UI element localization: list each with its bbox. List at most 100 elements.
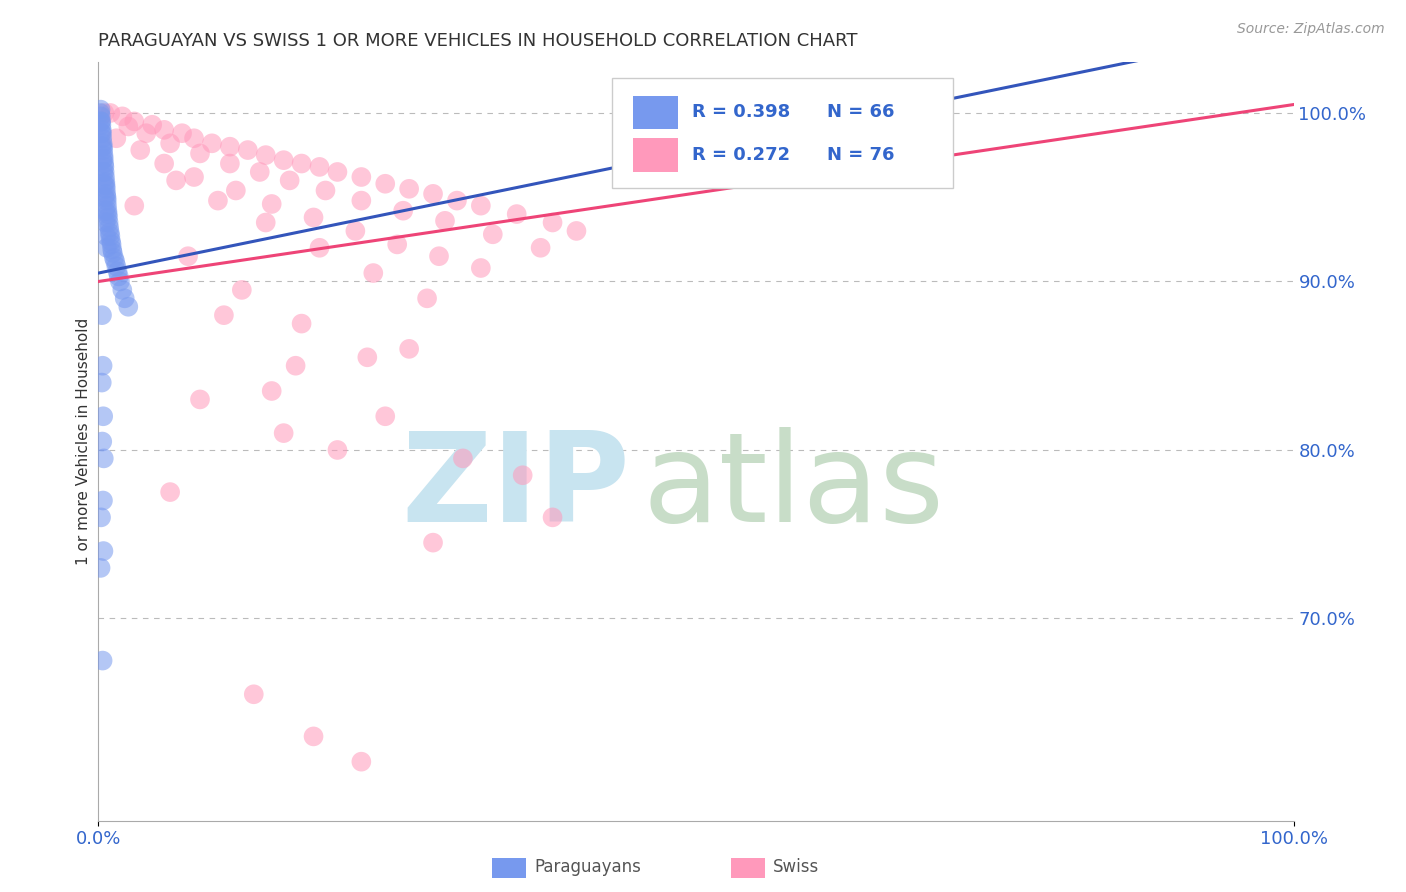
Point: [225, 184, 247, 198]
Text: R = 0.272: R = 0.272: [692, 146, 790, 164]
Text: N = 76: N = 76: [827, 146, 896, 164]
Point: [308, 241, 330, 255]
Point: [93, 160, 115, 174]
Point: [291, 317, 314, 331]
Point: [107, 269, 129, 284]
Point: [254, 215, 277, 229]
Point: [315, 184, 337, 198]
Text: Paraguayans: Paraguayans: [534, 858, 641, 876]
Point: [105, 131, 128, 145]
Point: [565, 224, 588, 238]
Text: ZIP: ZIP: [402, 426, 630, 548]
Point: [541, 215, 564, 229]
Point: [91, 131, 114, 145]
Point: [90, 561, 112, 575]
Point: [90, 126, 112, 140]
Point: [98, 229, 122, 244]
Point: [98, 106, 122, 120]
Point: [344, 224, 367, 238]
Point: [90, 114, 112, 128]
Point: [91, 153, 114, 168]
Point: [249, 165, 271, 179]
Point: [374, 409, 396, 424]
Point: [207, 194, 229, 208]
Point: [243, 687, 266, 701]
Point: [188, 146, 211, 161]
Point: [91, 165, 114, 179]
Point: [124, 114, 146, 128]
Point: [96, 194, 118, 208]
Point: [350, 755, 373, 769]
Point: [101, 243, 124, 257]
Point: [422, 535, 444, 549]
Point: [350, 194, 373, 208]
Point: [100, 234, 122, 248]
Point: [512, 468, 534, 483]
Point: [105, 260, 128, 274]
Point: [103, 251, 125, 265]
Point: [260, 197, 283, 211]
Point: [94, 169, 117, 184]
Point: [302, 730, 325, 744]
Point: [470, 199, 492, 213]
Point: [96, 241, 118, 255]
Point: [159, 136, 181, 151]
Point: [506, 207, 529, 221]
Point: [97, 215, 120, 229]
Point: [273, 153, 295, 168]
Text: N = 66: N = 66: [827, 103, 896, 120]
Point: [97, 207, 120, 221]
Point: [97, 211, 120, 225]
Point: [91, 139, 114, 153]
Point: [91, 359, 114, 373]
Point: [91, 493, 114, 508]
Y-axis label: 1 or more Vehicles in Household: 1 or more Vehicles in Household: [76, 318, 91, 566]
Point: [236, 143, 259, 157]
Point: [153, 156, 176, 170]
Point: [91, 143, 114, 157]
Point: [434, 214, 457, 228]
Point: [93, 177, 115, 191]
Point: [94, 182, 117, 196]
Point: [111, 283, 134, 297]
Point: [108, 275, 131, 289]
Point: [117, 120, 139, 134]
Point: [427, 249, 450, 263]
Point: [398, 182, 420, 196]
Point: [231, 283, 253, 297]
Point: [308, 160, 330, 174]
Point: [141, 118, 163, 132]
Point: [374, 177, 396, 191]
Point: [91, 409, 114, 424]
Point: [482, 227, 505, 242]
Point: [219, 156, 242, 170]
Point: [90, 118, 112, 132]
Point: [93, 544, 115, 558]
Point: [356, 351, 378, 365]
Point: [90, 510, 112, 524]
Point: [96, 186, 118, 201]
Point: [96, 199, 118, 213]
Point: [254, 148, 277, 162]
Point: [260, 384, 283, 398]
Point: [93, 148, 115, 162]
Point: [135, 126, 157, 140]
Point: [93, 106, 115, 120]
Text: Swiss: Swiss: [773, 858, 820, 876]
Point: [284, 359, 307, 373]
Point: [422, 186, 444, 201]
Point: [91, 434, 114, 449]
Point: [159, 485, 181, 500]
Point: [326, 442, 349, 457]
Point: [114, 291, 136, 305]
Point: [93, 156, 115, 170]
Point: [385, 237, 409, 252]
Point: [165, 173, 187, 187]
Point: [101, 245, 124, 260]
Point: [446, 194, 468, 208]
Text: Source: ZipAtlas.com: Source: ZipAtlas.com: [1237, 22, 1385, 37]
Bar: [633, 138, 678, 171]
Point: [541, 510, 564, 524]
Point: [363, 266, 385, 280]
Point: [350, 169, 373, 184]
